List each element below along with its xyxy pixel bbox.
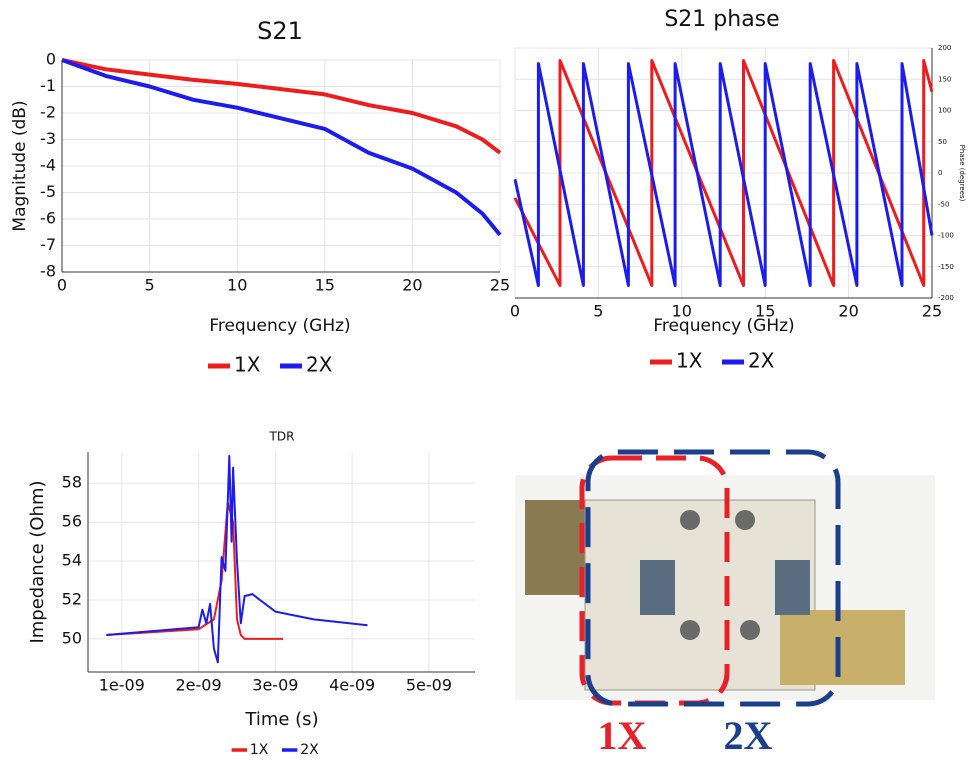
legend-label: 1X — [250, 742, 269, 758]
legend-label: 2X — [306, 353, 333, 377]
x-tick-label: 0 — [510, 302, 520, 321]
x-tick-label: 5 — [593, 302, 603, 321]
x-axis-label: Time (s) — [244, 709, 318, 730]
y-tick-label: 0 — [46, 50, 56, 69]
y-axis-label: Impedance (Ohm) — [27, 480, 48, 643]
x-tick-label: 20 — [838, 302, 858, 321]
series-line — [106, 501, 283, 640]
y-tick-label: 52 — [62, 589, 82, 608]
y-tick-label: -1 — [40, 76, 56, 95]
screw — [680, 620, 700, 640]
chart-title: S21 — [257, 17, 303, 45]
y-tick-label: -8 — [40, 262, 56, 281]
y-tick-label: -7 — [40, 235, 56, 254]
screw — [735, 510, 755, 530]
series-line — [513, 62, 934, 287]
y-tick-label: -6 — [40, 209, 56, 228]
series-line — [61, 58, 502, 237]
legend-label: 1X — [234, 353, 261, 377]
y-tick-label: -50 — [938, 200, 949, 208]
x-tick-label: 10 — [672, 302, 692, 321]
x-tick-label: 3e-09 — [252, 676, 298, 695]
y-tick-label: -200 — [938, 294, 954, 302]
x-tick-label: 2e-09 — [175, 676, 221, 695]
y-tick-label: 150 — [938, 75, 951, 83]
photo: 1X 2X — [515, 449, 935, 758]
series-line — [61, 58, 502, 155]
x-axis-label: Frequency (GHz) — [209, 316, 350, 336]
y-tick-label: 50 — [938, 138, 947, 146]
connector — [640, 560, 675, 615]
photo-label: 1X — [598, 713, 647, 758]
brass-plate — [780, 610, 905, 685]
x-tick-label: 1e-09 — [99, 676, 145, 695]
x-tick-label: 25 — [490, 276, 510, 295]
legend-label: 1X — [676, 349, 703, 373]
chart-title: S21 phase — [664, 7, 779, 32]
y-tick-label: -150 — [938, 263, 954, 271]
legend-label: 2X — [300, 742, 319, 758]
y-tick-label: -4 — [40, 156, 56, 175]
screw — [740, 620, 760, 640]
connector — [775, 560, 810, 615]
y-tick-label: -100 — [938, 232, 954, 240]
x-tick-label: 4e-09 — [329, 676, 375, 695]
y-tick-label: 0 — [938, 169, 942, 177]
y-tick-label: 56 — [62, 512, 82, 531]
x-tick-label: 10 — [227, 276, 247, 295]
x-tick-label: 5 — [145, 276, 155, 295]
series-line — [106, 454, 368, 664]
y-tick-label: 100 — [938, 107, 951, 115]
x-axis-label: Frequency (GHz) — [653, 316, 794, 336]
y-tick-label: -5 — [40, 182, 56, 201]
x-tick-label: 5e-09 — [406, 676, 452, 695]
x-tick-label: 0 — [57, 276, 67, 295]
y-tick-label: 200 — [938, 44, 951, 52]
y-axis-label: Magnitude (dB) — [10, 100, 30, 231]
screw — [680, 510, 700, 530]
legend-label: 2X — [748, 349, 775, 373]
outline-2x — [585, 449, 841, 707]
y-tick-label: -3 — [40, 129, 56, 148]
photo-label: 2X — [724, 713, 773, 758]
y-axis-label: Phase (degrees) — [958, 145, 966, 202]
chart-title: TDR — [269, 430, 295, 444]
x-tick-label: 25 — [922, 302, 942, 321]
y-tick-label: 54 — [62, 551, 82, 570]
y-tick-label: -2 — [40, 103, 56, 122]
x-tick-label: 15 — [315, 276, 335, 295]
x-tick-label: 20 — [402, 276, 422, 295]
y-tick-label: 58 — [62, 473, 82, 492]
x-tick-label: 15 — [755, 302, 775, 321]
y-tick-label: 50 — [62, 628, 82, 647]
